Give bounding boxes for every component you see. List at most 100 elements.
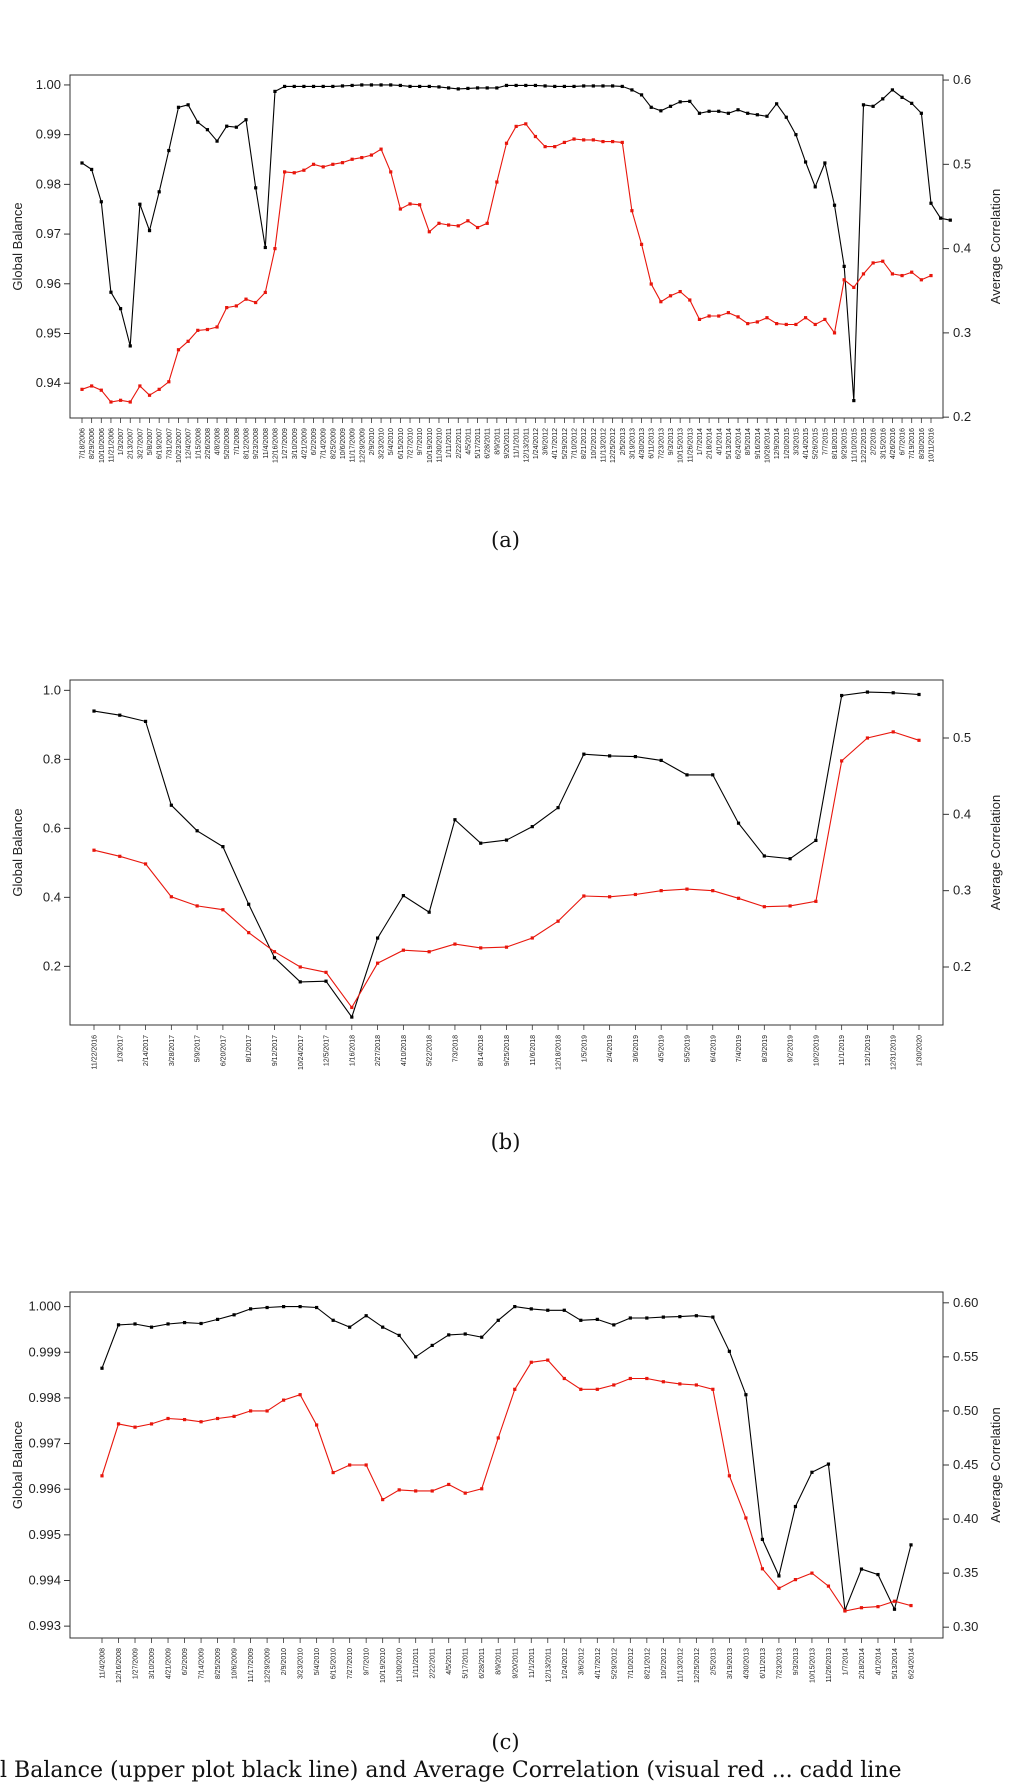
global-balance-point: [813, 185, 817, 189]
x-tick-label: 12/29/2009: [265, 1648, 272, 1683]
global-balance-point: [143, 719, 148, 723]
y-left-tick-label: 0.995: [28, 1527, 61, 1542]
series-line-global-balance: [81, 84, 951, 401]
x-tick-label: 11/4/2008: [263, 428, 270, 459]
global-balance-point: [292, 84, 296, 89]
x-tick-label: 4/14/2015: [803, 428, 810, 459]
average-correlation-point: [910, 270, 914, 274]
global-balance-point: [685, 773, 689, 777]
global-balance-point: [196, 120, 200, 124]
global-balance-point: [504, 83, 509, 88]
global-balance-point: [784, 115, 788, 119]
x-tick-label: 7/4/2019: [736, 1035, 743, 1062]
average-correlation-point: [369, 153, 374, 157]
x-tick-label: 9/3/2013: [793, 1648, 800, 1675]
x-tick-label: 7/14/2009: [321, 428, 328, 459]
panel-label-b: (b): [490, 1130, 521, 1154]
average-correlation-point: [118, 854, 122, 858]
average-correlation-point: [620, 140, 624, 145]
y-right-axis-label: Average Correlation: [988, 1407, 1003, 1522]
x-tick-label: 2/2/2016: [871, 428, 878, 455]
average-correlation-point: [865, 736, 870, 740]
x-tick-label: 2/9/2010: [369, 428, 376, 455]
average-correlation-point: [832, 331, 837, 335]
y-left-tick-label: 0.996: [28, 1481, 61, 1496]
y-right-tick-label: 0.4: [953, 806, 971, 821]
global-balance-point: [513, 1305, 517, 1309]
global-balance-point: [427, 84, 431, 89]
x-tick-label: 2/5/2013: [710, 1648, 717, 1675]
global-balance-point: [128, 344, 132, 348]
x-tick-label: 3/19/2013: [629, 428, 636, 459]
global-balance-point: [118, 307, 123, 311]
average-correlation-point: [543, 145, 547, 149]
average-correlation-point: [842, 278, 846, 282]
average-correlation-point: [331, 162, 335, 166]
average-correlation-point: [186, 339, 190, 343]
x-tick-label: 9/25/2018: [504, 1035, 511, 1066]
average-correlation-point: [205, 327, 210, 332]
global-balance-point: [248, 1307, 253, 1311]
y-left-tick-label: 0.98: [36, 176, 61, 191]
global-balance-point: [324, 979, 328, 983]
global-balance-point: [630, 88, 634, 92]
x-tick-label: 5/29/2012: [611, 1648, 618, 1679]
average-correlation-point: [760, 1567, 765, 1571]
x-tick-label: 7/27/2010: [408, 428, 415, 459]
average-correlation-point: [169, 895, 173, 899]
average-correlation-point: [265, 1409, 269, 1413]
global-balance-point: [495, 86, 499, 90]
x-tick-label: 10/10/2006: [99, 428, 106, 463]
x-tick-label: 8/25/2009: [330, 428, 337, 459]
average-correlation-point: [453, 942, 457, 946]
global-balance-point: [562, 84, 566, 89]
average-correlation-point: [232, 1414, 236, 1418]
x-tick-label: 12/29/2009: [359, 428, 366, 463]
x-tick-label: 4/5/2019: [659, 1035, 666, 1062]
average-correlation-point: [263, 290, 267, 295]
global-balance-point: [919, 111, 923, 115]
y-right-tick-label: 0.3: [953, 883, 971, 898]
global-balance-point: [427, 910, 431, 914]
global-balance-point: [205, 128, 210, 132]
average-correlation-point: [157, 387, 161, 391]
global-balance-point: [199, 1321, 203, 1326]
average-correlation-point: [215, 325, 219, 329]
x-tick-label: 12/1/2019: [865, 1035, 872, 1066]
global-balance-point: [447, 1333, 451, 1337]
global-balance-point: [167, 148, 171, 153]
x-tick-label: 7/23/2013: [658, 428, 665, 459]
plot-frame: [69, 1291, 944, 1639]
global-balance-point: [852, 399, 856, 403]
global-balance-point: [910, 101, 914, 105]
average-correlation-point: [100, 1474, 104, 1478]
global-balance-point: [157, 190, 161, 194]
x-tick-label: 8/18/2015: [832, 428, 839, 459]
average-correlation-point: [350, 1005, 354, 1010]
global-balance-point: [612, 1323, 616, 1327]
average-correlation-point: [389, 170, 393, 174]
global-balance-point: [562, 1308, 566, 1312]
global-balance-point: [364, 1314, 368, 1318]
global-balance-point: [608, 754, 612, 758]
global-balance-point: [182, 1320, 187, 1325]
global-balance-point: [408, 84, 412, 89]
global-balance-point: [414, 1355, 418, 1359]
x-tick-label: 9/20/2011: [504, 428, 511, 459]
average-correlation-point: [803, 316, 808, 320]
y-left-tick-label: 0.999: [28, 1344, 61, 1359]
x-tick-label: 9/7/2010: [364, 1648, 371, 1675]
global-balance-point: [726, 111, 730, 115]
global-balance-point: [340, 84, 345, 88]
x-tick-label: 8/12/2008: [244, 428, 251, 459]
x-tick-label: 10/19/2010: [380, 1648, 387, 1683]
global-balance-point: [273, 89, 277, 94]
average-correlation-point: [591, 138, 595, 142]
global-balance-point: [480, 1335, 484, 1339]
global-balance-point: [659, 758, 663, 762]
average-correlation-point: [530, 936, 534, 940]
average-correlation-point: [765, 316, 769, 320]
average-correlation-point: [221, 908, 225, 912]
global-balance-point: [418, 84, 422, 89]
global-balance-point: [707, 109, 711, 113]
